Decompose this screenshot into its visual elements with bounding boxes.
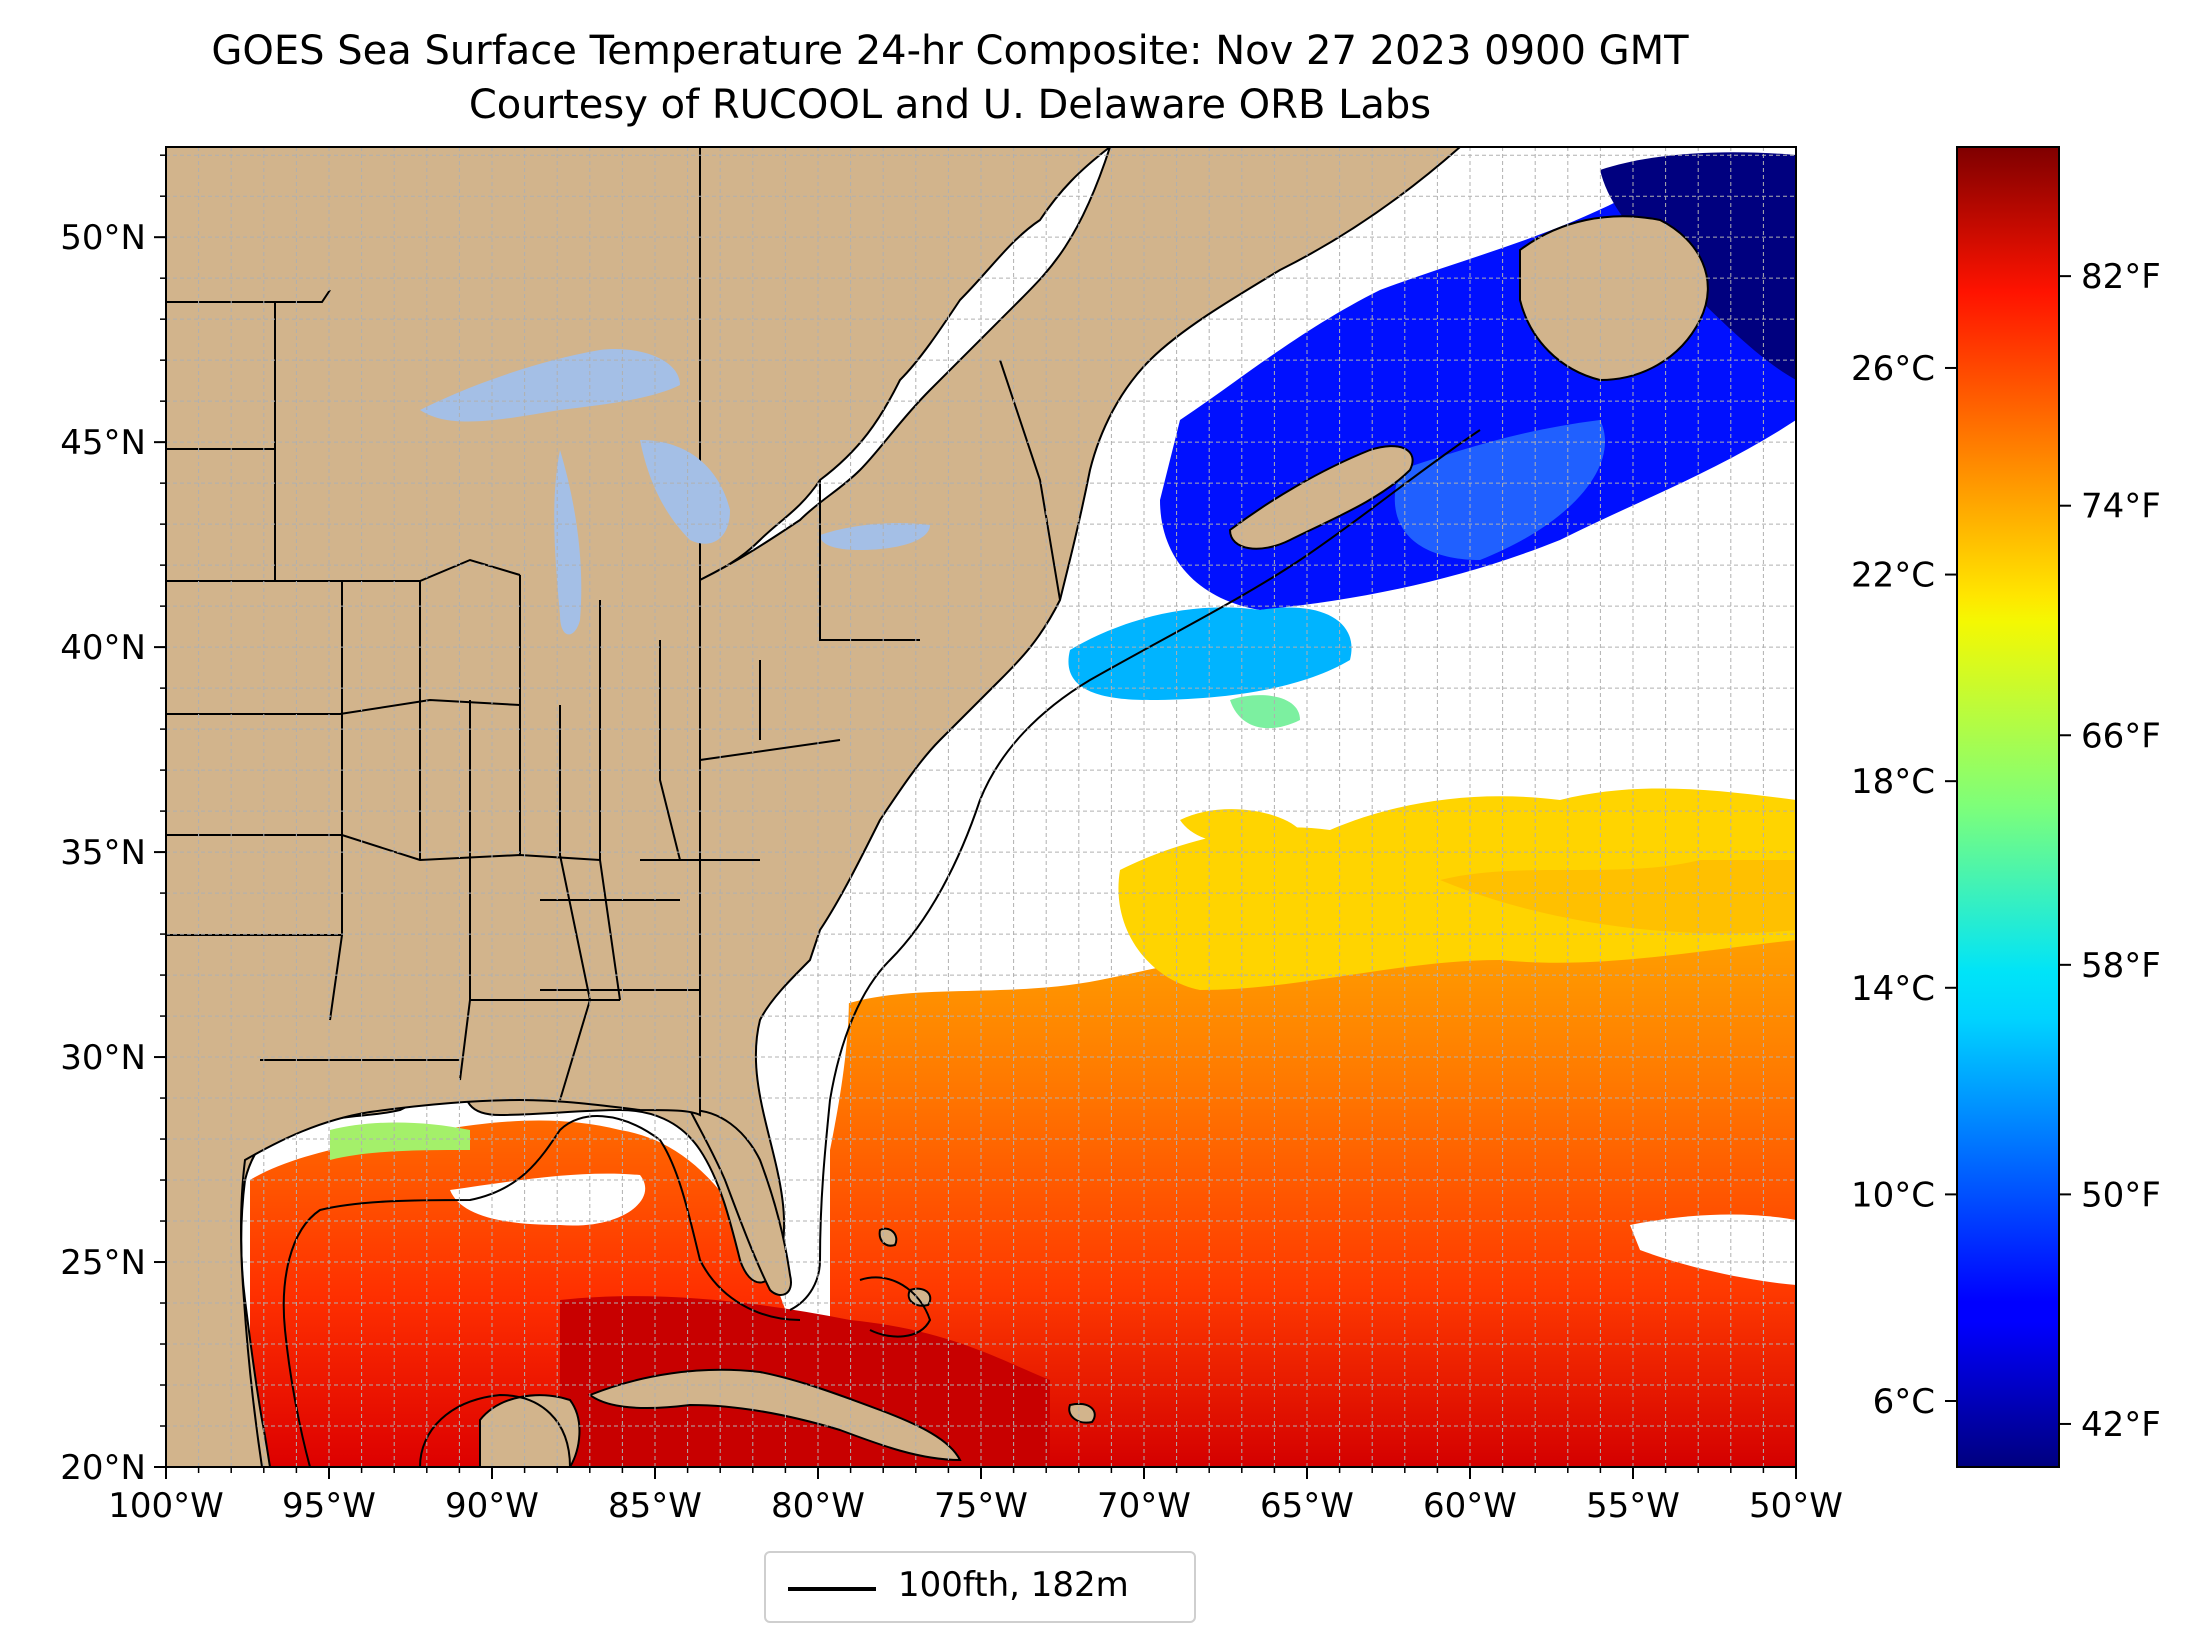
land-newfoundland (1519, 215, 1709, 382)
cloud-gap (805, 900, 849, 1150)
lake-huron (640, 440, 730, 544)
lon-tick-label: 95°W (282, 1486, 376, 1526)
celsius-tick-label: 22°C (1851, 556, 1935, 596)
sst-yellow-band (1118, 788, 1796, 990)
lon-tick-label: 100°W (108, 1486, 224, 1526)
land-florida (688, 1108, 792, 1296)
lat-tick-label: 40°N (60, 628, 146, 668)
lat-tick-label: 35°N (60, 833, 146, 873)
gridlines (166, 147, 1796, 1467)
legend: 100fth, 182m (764, 1551, 1196, 1623)
legend-line-sample (788, 1587, 876, 1591)
colorbar-celsius-ticks: 26°C 22°C 18°C 14°C 10°C 6°C (1851, 349, 1957, 1422)
great-lakes (420, 349, 930, 635)
fahrenheit-tick-label: 50°F (2081, 1175, 2161, 1215)
fahrenheit-tick-label: 42°F (2081, 1405, 2161, 1445)
fahrenheit-tick-label: 74°F (2081, 487, 2161, 527)
lon-tick-label: 55°W (1586, 1486, 1680, 1526)
land-northeast (465, 147, 1462, 1284)
lon-tick-labels: 100°W 95°W 90°W 85°W 80°W 75°W 70°W 65°W 60°W 55°… (108, 1467, 1843, 1526)
lon-tick-label: 65°W (1260, 1486, 1354, 1526)
land-yucatan (479, 1394, 581, 1467)
state-borders (166, 289, 1061, 1101)
lat-tick-labels: 20°N 25°N 30°N 35°N 40°N 45°N 50°N (60, 154, 166, 1488)
lon-tick-label: 50°W (1749, 1486, 1843, 1526)
map-subtitle: Courtesy of RUCOOL and U. Delaware ORB L… (468, 82, 1432, 128)
lon-tick-label: 75°W (934, 1486, 1028, 1526)
lon-tick-label: 70°W (1097, 1486, 1191, 1526)
land-nova-scotia (1228, 445, 1414, 550)
lat-tick-label: 50°N (60, 218, 146, 258)
map-title: GOES Sea Surface Temperature 24-hr Compo… (211, 28, 1689, 74)
lake-superior (420, 349, 680, 422)
fahrenheit-tick-label: 82°F (2081, 257, 2161, 297)
celsius-tick-label: 10°C (1851, 1175, 1935, 1215)
lon-tick-label: 90°W (445, 1486, 539, 1526)
fahrenheit-tick-label: 58°F (2081, 946, 2161, 986)
fahrenheit-tick-label: 66°F (2081, 716, 2161, 756)
lon-tick-label: 60°W (1423, 1486, 1517, 1526)
celsius-tick-label: 14°C (1851, 969, 1935, 1009)
lon-tick-label: 85°W (608, 1486, 702, 1526)
sst-gulf-shelf (330, 1122, 470, 1160)
lat-tick-label: 45°N (60, 423, 146, 463)
lake-ontario (820, 523, 930, 550)
sst-cyan-shelf (1068, 607, 1352, 700)
celsius-tick-label: 26°C (1851, 349, 1935, 389)
lat-tick-label: 20°N (60, 1448, 146, 1488)
sst-warm-atlantic (830, 870, 1796, 1467)
isobath-100fth (282, 429, 1481, 1467)
lon-tick-label: 80°W (771, 1486, 865, 1526)
lat-tick-label: 30°N (60, 1038, 146, 1078)
celsius-tick-label: 18°C (1851, 762, 1935, 802)
celsius-tick-label: 6°C (1873, 1382, 1935, 1422)
lat-tick-label: 25°N (60, 1243, 146, 1283)
lake-michigan (554, 450, 582, 635)
colorbar-fahrenheit-ticks: 82°F 74°F 66°F 58°F 50°F 42°F (2059, 257, 2161, 1445)
land-cuba (587, 1368, 962, 1462)
sst-caribbean (560, 1296, 1050, 1467)
legend-label: 100fth, 182m (898, 1565, 1129, 1605)
colorbar (1956, 146, 2060, 1468)
